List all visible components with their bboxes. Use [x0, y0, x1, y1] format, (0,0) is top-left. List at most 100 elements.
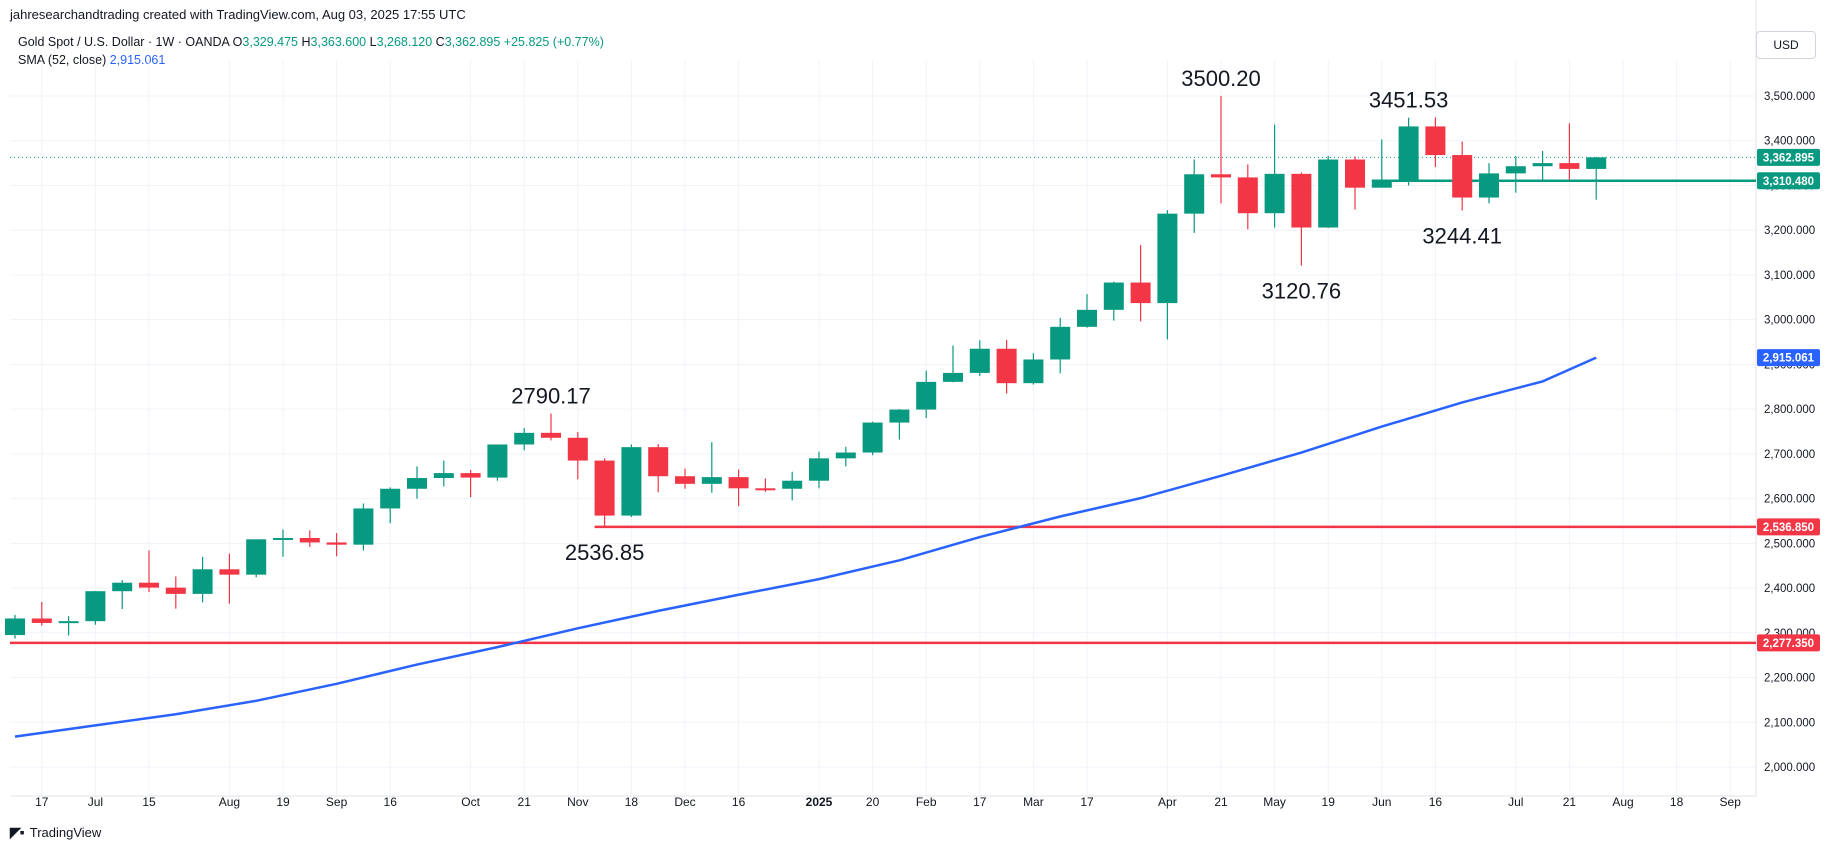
- candle: [1559, 123, 1580, 180]
- candle-body: [567, 437, 588, 461]
- candle-body: [514, 432, 535, 445]
- candle-body: [1586, 157, 1607, 169]
- y-tick-label: 2,700.000: [1764, 449, 1815, 461]
- candle-body: [407, 478, 427, 489]
- candle-body: [112, 582, 133, 592]
- x-tick-label: 21: [1214, 795, 1228, 809]
- candle: [1425, 117, 1446, 168]
- price-axis: 2,000.0002,100.0002,200.0002,300.0002,40…: [1764, 91, 1815, 774]
- candle-body: [1559, 163, 1580, 169]
- candle: [1237, 164, 1258, 230]
- candle: [1077, 294, 1097, 328]
- candle: [58, 616, 79, 636]
- candle: [1023, 353, 1044, 385]
- candle: [621, 444, 642, 517]
- x-tick-label: 16: [1429, 795, 1443, 809]
- price-tag-label: 3,362.895: [1763, 152, 1815, 164]
- candle-body: [782, 480, 803, 489]
- candle-body: [433, 473, 454, 479]
- y-tick-label: 2,100.000: [1764, 717, 1815, 729]
- ohlc-legend-row[interactable]: Gold Spot / U.S. Dollar · 1W · OANDA O3,…: [18, 33, 604, 51]
- x-tick-label: Sep: [1720, 795, 1742, 809]
- chart-attribution: jahresearchandtrading created with Tradi…: [10, 7, 466, 22]
- candle-body: [996, 348, 1017, 384]
- x-tick-label: 20: [866, 795, 880, 809]
- candle: [1398, 117, 1419, 186]
- price-tag-bg: [1757, 172, 1820, 190]
- close-label: C: [435, 35, 445, 49]
- candle: [1103, 281, 1124, 321]
- price-tags: 3,362.895 3,310.480 2,915.061 2,536.850 2,27…: [1757, 148, 1820, 652]
- candle-body: [1211, 174, 1231, 178]
- candle-body: [1371, 180, 1392, 188]
- candle: [433, 460, 454, 487]
- sma-line: [14, 356, 1597, 738]
- candle-body: [273, 537, 293, 540]
- x-tick-label: Sep: [326, 795, 348, 809]
- sma-label: SMA (52, close): [18, 53, 107, 67]
- price-tag: 3,362.895: [1757, 148, 1820, 166]
- candle: [541, 413, 561, 441]
- sma-legend-row[interactable]: SMA (52, close) 2,915.061: [18, 51, 604, 69]
- price-tag: 2,915.061: [1757, 349, 1820, 367]
- candle-body: [835, 452, 856, 459]
- price-tag: 3,310.480: [1757, 172, 1820, 190]
- candle-body: [1479, 173, 1499, 198]
- footer-brand[interactable]: ◤▪ TradingView: [10, 824, 101, 841]
- candle-body: [1050, 326, 1071, 360]
- x-tick-label: 2025: [806, 795, 833, 809]
- candle-body: [1318, 159, 1339, 228]
- symbol-name: Gold Spot / U.S. Dollar · 1W · OANDA: [18, 35, 230, 49]
- candle: [1345, 156, 1365, 210]
- candle: [1452, 141, 1473, 211]
- candle-body: [916, 381, 937, 410]
- price-tag-bg: [1757, 634, 1820, 652]
- candle-body: [675, 476, 695, 484]
- x-tick-label: May: [1263, 795, 1286, 809]
- candle-body: [246, 539, 267, 575]
- candle: [273, 529, 293, 557]
- sma-value: 2,915.061: [109, 53, 166, 67]
- x-tick-label: 16: [384, 795, 398, 809]
- price-annotation: 2536.85: [565, 540, 645, 565]
- x-tick-label: Jul: [1508, 795, 1523, 809]
- candle: [889, 409, 910, 440]
- x-tick-label: 17: [973, 795, 987, 809]
- y-tick-label: 2,600.000: [1764, 494, 1815, 506]
- candle-body: [701, 477, 722, 484]
- candle-body: [862, 422, 883, 453]
- price-tag: 2,277.350: [1757, 634, 1820, 652]
- currency-button[interactable]: USD: [1756, 31, 1816, 59]
- price-annotation: 3500.20: [1181, 66, 1261, 91]
- x-tick-label: 17: [1080, 795, 1094, 809]
- y-tick-label: 2,000.000: [1764, 762, 1815, 774]
- candle: [112, 580, 133, 610]
- candle-body: [1077, 309, 1097, 327]
- candle-body: [1505, 166, 1526, 174]
- candle-body: [192, 569, 213, 594]
- x-tick-label: Dec: [674, 795, 695, 809]
- candle: [701, 442, 722, 493]
- candle: [380, 487, 401, 524]
- candle: [326, 533, 347, 557]
- candle-body: [728, 477, 749, 489]
- candle: [353, 503, 374, 551]
- price-annotations: 3500.20 3451.53 3244.41 3120.76 2790.17 2536.…: [511, 66, 1502, 565]
- tradingview-logo-icon: ◤▪: [10, 824, 25, 840]
- candle: [728, 469, 749, 507]
- candle-body: [1184, 174, 1205, 214]
- candle: [246, 539, 267, 578]
- candle-body: [594, 460, 615, 516]
- candle: [567, 431, 588, 480]
- x-tick-label: 21: [1563, 795, 1577, 809]
- candle: [139, 550, 159, 593]
- candle-body: [1023, 359, 1044, 384]
- candle-body: [1237, 177, 1258, 214]
- candle-body: [1398, 126, 1419, 181]
- candle: [1586, 157, 1607, 200]
- candle: [1505, 155, 1526, 193]
- candle: [460, 469, 481, 498]
- price-tag: 2,536.850: [1757, 518, 1820, 536]
- y-tick-label: 3,500.000: [1764, 91, 1815, 103]
